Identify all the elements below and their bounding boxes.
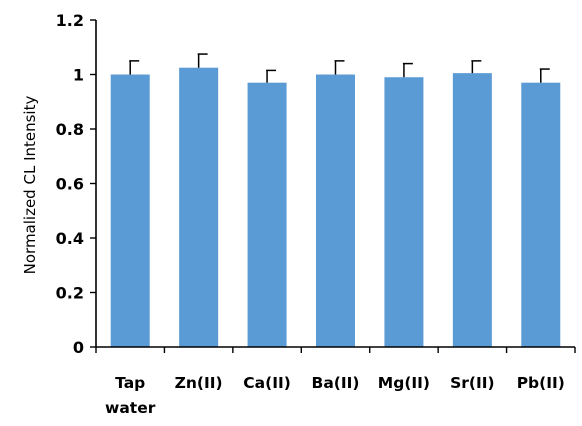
bar (247, 82, 287, 348)
error-bar (402, 62, 413, 78)
bar (452, 73, 492, 347)
y-tick-label: 1.2 (56, 11, 84, 30)
x-tick-label: Ba(II) (312, 374, 360, 392)
y-tick-label: 0 (73, 338, 84, 357)
x-tick-label: water (105, 399, 156, 417)
bar (315, 74, 356, 347)
error-bar (129, 60, 140, 75)
y-axis-ticks: 0 0.2 0.4 0.6 0.8 1 1.2 (56, 11, 96, 357)
x-tick-label: Zn(II) (175, 374, 223, 392)
error-bar (266, 69, 277, 83)
x-tick-label: Tap (115, 374, 145, 392)
error-bar (197, 53, 208, 68)
y-tick-label: 0.6 (56, 175, 84, 194)
error-bar (471, 60, 482, 74)
error-bars (129, 53, 550, 83)
x-tick-label: Mg(II) (378, 374, 430, 392)
x-tick-label: Sr(II) (450, 374, 495, 392)
bar (179, 67, 219, 347)
y-tick-label: 0.8 (56, 120, 84, 139)
x-tick-label: Pb(II) (517, 374, 565, 392)
x-axis-ticks (95, 347, 576, 353)
y-tick-label: 0.2 (56, 284, 84, 303)
error-bar (334, 60, 345, 75)
x-tick-label: Ca(II) (243, 374, 291, 392)
bar (384, 77, 424, 347)
bar (110, 74, 150, 347)
error-bar (539, 68, 550, 83)
bars (110, 67, 561, 348)
y-tick-label: 0.4 (56, 229, 84, 248)
x-axis-tick-labels: Tap water Zn(II) Ca(II) Ba(II) Mg(II) Sr(II) Pb… (105, 374, 565, 417)
y-axis-label: Normalized CL Intensity (21, 96, 39, 275)
y-tick-label: 1 (73, 66, 84, 85)
bar (521, 82, 561, 348)
